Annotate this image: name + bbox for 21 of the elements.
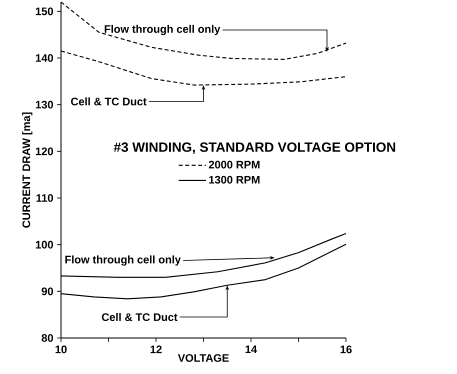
y-tick-label: 110	[36, 194, 54, 202]
x-tick-label: 10	[56, 346, 67, 354]
y-tick-label: 100	[36, 240, 54, 249]
annotation: Cell & TC Duct	[71, 97, 147, 106]
x-tick-label: 16	[340, 346, 352, 354]
y-tick-label: 90	[42, 287, 54, 296]
text: #3 WINDING, STANDARD VOLTAGE OPTION	[114, 142, 396, 154]
y-tick-label: 130	[36, 100, 54, 109]
x-axis-title: VOLTAGE	[178, 354, 229, 362]
y-tick-label: 120	[36, 147, 54, 156]
x-tick-label: 12	[150, 346, 162, 354]
legend-label: 1300 RPM	[209, 176, 260, 184]
annotation: Flow through cell only	[104, 24, 220, 36]
y-axis-title: CURRENT DRAW [ma]	[22, 112, 32, 228]
y-tick-label: 150	[36, 7, 54, 16]
annotation: Cell & TC Duct	[102, 312, 178, 322]
y-tick-label: 80	[42, 334, 54, 342]
legend-label: 2000 RPM	[208, 160, 260, 169]
annotation: Flow through cell only	[65, 255, 181, 266]
x-tick-label: 14	[246, 346, 258, 354]
y-tick-label: 140	[36, 54, 54, 62]
